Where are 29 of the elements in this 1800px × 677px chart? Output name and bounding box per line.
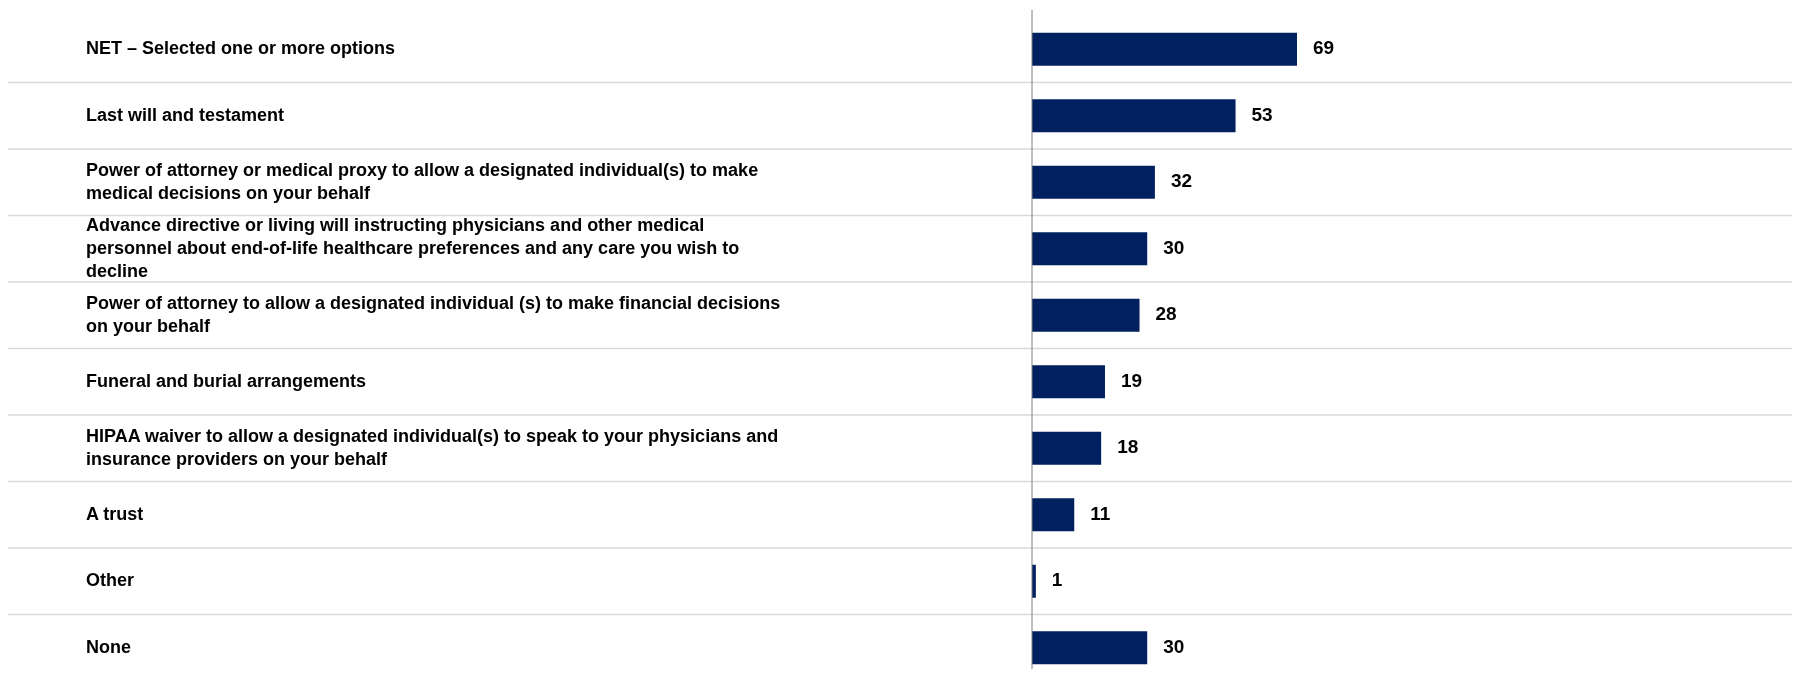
y-tick-label: Power of attorney to allow a designated individual (s) to make financial decisions on your behalf <box>86 292 781 336</box>
data-label: 30 <box>1163 635 1185 657</box>
data-label: 19 <box>1120 369 1143 391</box>
data-label: 28 <box>1155 303 1177 325</box>
bar <box>1032 232 1148 266</box>
bar <box>1032 365 1105 399</box>
y-tick-label: A trust <box>86 503 144 524</box>
y-tick-label: NET – Selected one or more options <box>86 38 396 58</box>
y-tick-label: Power of attorney or medical proxy to allow a designated individual(s) to make medical decisions on your behalf <box>86 159 759 203</box>
y-tick-label: Funeral and burial arrangements <box>86 370 367 391</box>
data-label: 69 <box>1313 37 1335 59</box>
bar <box>1032 165 1155 199</box>
bar <box>1032 32 1297 66</box>
bar <box>1032 99 1236 133</box>
y-tick-label: None <box>86 636 131 657</box>
bar <box>1032 498 1075 532</box>
data-label: 1 <box>1051 569 1063 591</box>
data-label: 30 <box>1163 236 1185 258</box>
y-tick-label: Other <box>86 570 135 590</box>
data-label: 11 <box>1090 502 1111 524</box>
y-tick-label: Last will and testament <box>86 104 285 125</box>
data-label: 18 <box>1117 436 1139 458</box>
data-label: 32 <box>1170 170 1193 192</box>
bar <box>1032 431 1102 465</box>
y-tick-label: Advance directive or living will instructing physicians and other medical personnel about end-of-life healthcare preferences and any care you wish to decline <box>86 214 740 281</box>
bar <box>1032 631 1148 665</box>
data-label: 53 <box>1251 103 1273 125</box>
bar <box>1032 298 1140 332</box>
y-tick-label: HIPAA waiver to allow a designated individual(s) to speak to your physicians and insurance providers on your behalf <box>86 425 779 469</box>
